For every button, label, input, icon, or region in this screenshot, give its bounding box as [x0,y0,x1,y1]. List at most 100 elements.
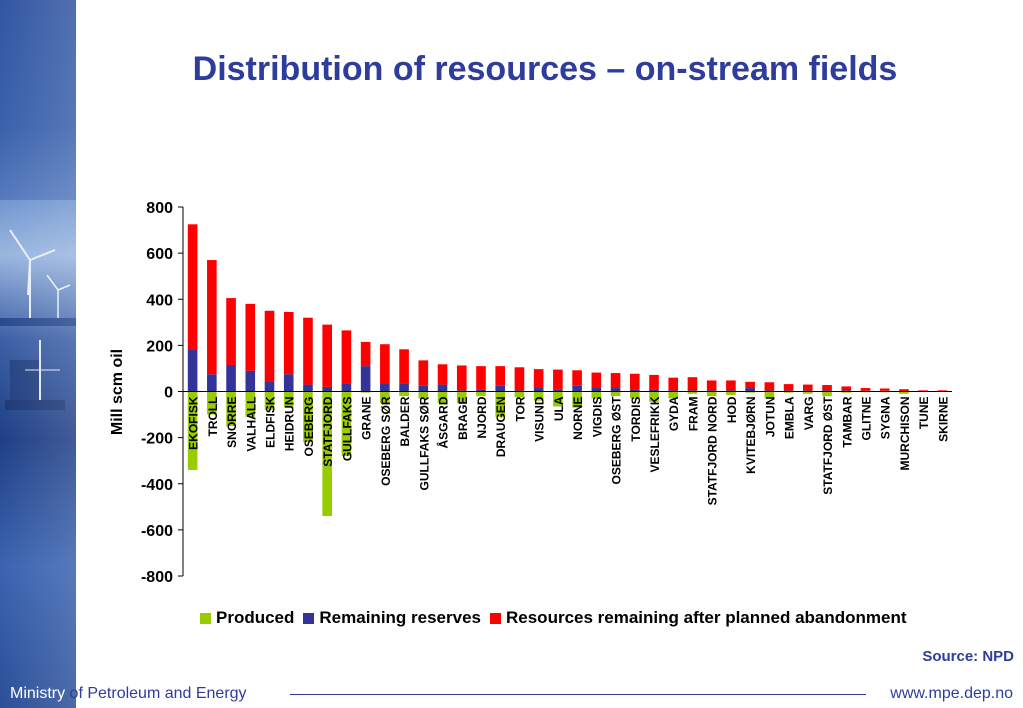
x-tick-label: JOTUN [763,397,777,438]
bar-remaining-reserves [668,390,679,392]
bar-resources-remaining [360,341,371,367]
bar-resources-remaining [860,388,871,391]
bar-produced [706,391,717,397]
legend-label-remaining-reserves: Remaining reserves [319,608,481,627]
bar-produced [514,391,525,398]
bar-remaining-reserves [226,364,236,392]
legend-swatch-remaining-reserves [303,612,315,624]
x-tick-label: FRAM [686,397,700,432]
x-tick-label: GRANE [360,397,374,440]
bar-resources-remaining [899,389,909,392]
x-tick-label: GULLFAKS SØR [417,396,431,490]
x-tick-label: ULA [552,396,566,421]
bar-remaining-reserves [822,390,832,392]
bar-remaining-reserves [399,383,409,392]
bar-produced [380,391,390,404]
x-tick-label: STATFJORD NORD [706,396,720,505]
bar-resources-remaining [610,373,621,389]
bar-produced [283,391,294,408]
bar-produced [418,391,429,399]
legend-label-resources: Resources remaining after planned abando… [506,608,907,627]
bar-produced [649,391,659,402]
bar-produced [303,391,313,443]
bar-remaining-reserves [687,390,698,392]
footer-url-link[interactable]: www.mpe.dep.no [890,685,1013,702]
x-tick-label: ELDFISK [264,396,278,448]
bar-remaining-reserves [553,389,563,392]
bar-resources-remaining [303,317,313,385]
y-tick-label: -200 [141,431,173,448]
bar-produced [322,391,332,517]
x-tick-label: TUNE [917,397,931,430]
bar-remaining-reserves [380,383,390,392]
bar-produced [456,391,467,404]
bar-produced [668,391,679,399]
bar-remaining-reserves [476,389,486,392]
bar-remaining-reserves [322,386,332,392]
bar-resources-remaining [456,365,467,391]
bar-resources-remaining [495,366,506,386]
legend-swatch-produced [200,612,211,624]
bar-remaining-reserves [610,388,621,392]
y-tick-label: 800 [146,200,173,217]
chart-legend: Produced Remaining reserves Resources re… [200,608,907,628]
bar-resources-remaining [629,373,640,390]
bar-produced [264,391,275,410]
bar-remaining-reserves [514,390,525,392]
bar-resources-remaining [207,260,217,375]
bar-resources-remaining [706,380,717,391]
bar-resources-remaining [918,390,928,392]
bar-remaining-reserves [841,390,852,392]
bar-remaining-reserves [706,390,717,392]
bar-produced [822,391,832,397]
bar-resources-remaining [418,360,429,386]
x-tick-label: SNORRE [225,397,239,448]
legend-item-produced: Produced [200,608,294,628]
y-tick-label: 0 [164,385,173,402]
x-tick-label: OSEBERG [302,397,316,457]
x-tick-label: STATFJORD [321,396,335,467]
bar-resources-remaining [533,369,544,389]
bar-resources-remaining [283,311,294,375]
bar-produced [841,391,852,393]
bar-resources-remaining [322,324,332,387]
legend-label-produced: Produced [216,608,295,627]
bar-resources-remaining [341,330,352,384]
bar-produced [226,391,236,427]
bar-resources-remaining [937,390,948,392]
bar-remaining-reserves [726,390,736,392]
bar-produced [245,391,256,417]
bar-resources-remaining [803,384,813,391]
bar-resources-remaining [668,377,679,391]
x-tick-label: TORDIS [629,397,643,442]
bar-produced [610,391,621,397]
x-tick-label: SYGNA [879,396,893,439]
bar-resources-remaining [187,224,198,350]
bar-remaining-reserves [803,390,813,392]
bar-remaining-reserves [783,390,794,392]
x-tick-label: VALHALL [244,397,258,452]
bar-resources-remaining [879,388,890,391]
bar-resources-remaining [841,386,852,391]
legend-item-remaining-reserves: Remaining reserves [303,608,481,628]
legend-item-resources: Resources remaining after planned abando… [490,608,907,628]
bar-resources-remaining [437,364,448,385]
x-tick-label: NJORD [475,396,489,438]
footer-ministry-rest: of Petroleum and Energy [65,685,247,702]
x-tick-label: OSEBERG SØR [379,396,393,486]
bar-resources-remaining [245,303,256,371]
bar-remaining-reserves [533,388,544,392]
bar-produced [764,391,775,399]
bar-remaining-reserves [649,389,659,392]
bar-remaining-reserves [264,381,275,392]
bar-produced [437,391,448,404]
bar-produced [783,391,794,393]
bar-remaining-reserves [572,385,582,392]
x-tick-label: EKOFISK [187,396,201,450]
bar-resources-remaining [783,384,794,391]
bar-resources-remaining [380,344,390,384]
y-tick-label: -600 [141,523,173,540]
bar-resources-remaining [591,372,602,389]
bar-remaining-reserves [303,384,313,392]
